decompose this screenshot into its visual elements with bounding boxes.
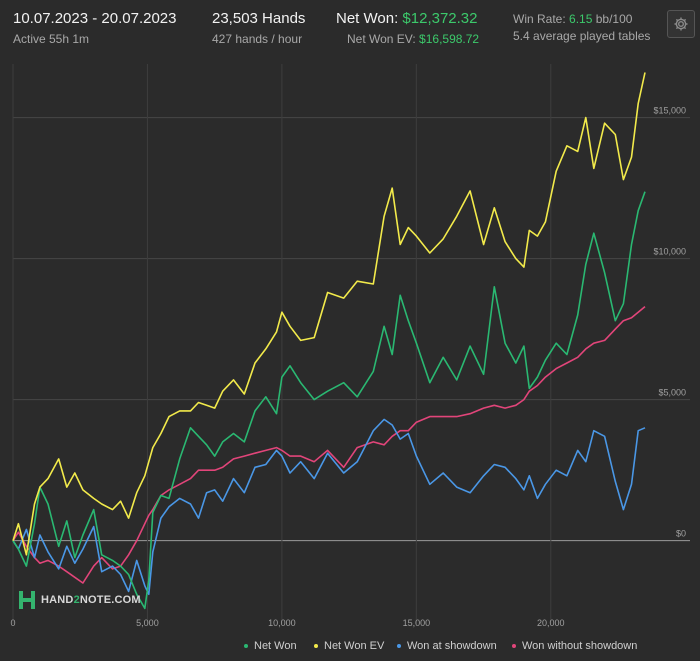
x-tick-label: 15,000 xyxy=(403,618,431,628)
win-rate-unit: bb/100 xyxy=(595,12,633,26)
net-won-ev-label: Net Won EV: xyxy=(347,32,416,46)
active-time: Active 55h 1m xyxy=(13,32,90,46)
won-at-showdown-line xyxy=(12,418,646,596)
y-tick-label: $0 xyxy=(676,529,686,539)
legend-won-at-showdown-marker xyxy=(397,644,401,649)
gear-icon xyxy=(674,17,688,31)
legend-won-at-showdown-label: Won at showdown xyxy=(407,640,497,652)
net-won: Net Won: $12,372.32 xyxy=(336,10,478,27)
won-without-showdown-line xyxy=(12,305,646,584)
y-tick-label: $10,000 xyxy=(653,247,686,257)
legend-won-without-showdown-label: Won without showdown xyxy=(522,640,638,652)
win-rate: Win Rate: 6.15 bb/100 xyxy=(513,12,632,26)
y-tick-label: $15,000 xyxy=(653,106,686,116)
x-tick-label: 10,000 xyxy=(268,618,296,628)
win-rate-label: Win Rate: xyxy=(513,12,566,26)
net-won-ev-line xyxy=(12,72,646,556)
legend-won-without-showdown[interactable]: Won without showdown xyxy=(512,640,637,652)
hands-count: 23,503 Hands xyxy=(212,10,306,27)
hands-per-hour: 427 hands / hour xyxy=(212,32,303,46)
x-tick-label: 20,000 xyxy=(537,618,565,628)
average-tables: 5.4 average played tables xyxy=(513,29,651,43)
y-tick-label: $5,000 xyxy=(658,388,686,398)
date-range: 10.07.2023 - 20.07.2023 xyxy=(13,10,177,27)
net-won-ev-value: $16,598.72 xyxy=(419,32,480,46)
net-won-ev: Net Won EV: $16,598.72 xyxy=(347,32,479,46)
settings-button[interactable] xyxy=(667,10,695,38)
hand2note-logo: HAND2NOTE.COM xyxy=(18,590,141,610)
legend-net-won-marker xyxy=(244,644,248,649)
net-won-label: Net Won: xyxy=(336,10,399,27)
net-won-line xyxy=(12,191,646,610)
legend-won-at-showdown[interactable]: Won at showdown xyxy=(397,640,497,652)
hand2note-logo-text: HAND2NOTE.COM xyxy=(41,594,141,606)
legend-net-won-ev[interactable]: Net Won EV xyxy=(314,640,384,652)
legend-net-won-label: Net Won xyxy=(254,640,297,652)
legend-won-without-showdown-marker xyxy=(512,644,516,649)
legend-net-won-ev-marker xyxy=(314,644,318,649)
hand2note-logo-icon xyxy=(19,591,35,609)
win-rate-value: 6.15 xyxy=(569,12,593,26)
legend-net-won[interactable]: Net Won xyxy=(244,640,297,652)
net-won-value: $12,372.32 xyxy=(402,10,478,27)
x-tick-label: 5,000 xyxy=(136,618,159,628)
x-tick-label: 0 xyxy=(10,618,15,628)
profit-chart[interactable]: $0 $5,000 $10,000 $15,000 0 5,000 10,000 15,000… xyxy=(0,56,700,640)
stats-header: 10.07.2023 - 20.07.2023 Active 55h 1m 23… xyxy=(0,0,700,56)
legend-net-won-ev-label: Net Won EV xyxy=(324,640,385,652)
